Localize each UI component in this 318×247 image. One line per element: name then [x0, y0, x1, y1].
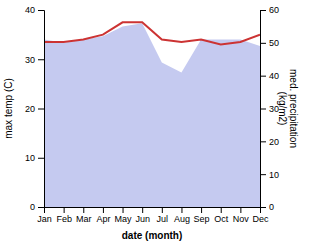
- tick: 40: [25, 5, 44, 15]
- x-axis-title: date (month): [122, 230, 183, 241]
- tick-label: Nov: [233, 214, 250, 224]
- tick: Nov: [233, 207, 250, 224]
- tick-mark: [83, 207, 84, 213]
- tick: 50: [260, 38, 279, 48]
- tick: Sep: [194, 207, 210, 224]
- tick: 10: [260, 170, 279, 180]
- tick: Apr: [96, 207, 110, 224]
- tick-mark: [260, 141, 266, 142]
- tick-label: Apr: [96, 214, 110, 224]
- line: [44, 22, 260, 44]
- tick: Feb: [56, 207, 72, 224]
- tick-label: 40: [25, 5, 35, 15]
- tick-label: Sep: [194, 214, 210, 224]
- tick-mark: [181, 207, 182, 213]
- tick-mark: [142, 207, 143, 213]
- tick: Jan: [37, 207, 52, 224]
- tick-mark: [38, 109, 44, 110]
- tick: Dec: [252, 207, 269, 224]
- axis-line: [261, 11, 267, 208]
- tick-label: Jan: [37, 214, 52, 224]
- tick-mark: [162, 207, 163, 213]
- chart: JanFebMarAprMayJunJulAugSepOctNovDec0102…: [0, 0, 318, 247]
- tick: 40: [260, 71, 279, 81]
- axis-line: [45, 208, 261, 214]
- tick-mark: [38, 158, 44, 159]
- tick-mark: [38, 207, 44, 208]
- tick: 0: [260, 202, 274, 212]
- tick: Oct: [214, 207, 229, 224]
- tick-label: Dec: [252, 214, 269, 224]
- y-axis-title: max temp (C): [3, 78, 14, 139]
- tick: Aug: [174, 207, 190, 224]
- tick-label: Jun: [135, 214, 150, 224]
- y2-axis: 0 10 20 30 40 50 60: [260, 5, 279, 212]
- tick-mark: [201, 207, 202, 213]
- tick-label: 0: [30, 202, 35, 212]
- y-axis: 0 10 20 30 40: [25, 5, 45, 212]
- tick: Mar: [76, 207, 92, 224]
- tick-mark: [221, 207, 222, 213]
- y2-axis-title-line: med. precipitation: [288, 69, 299, 148]
- tick: 10: [25, 153, 44, 163]
- area: [44, 23, 260, 207]
- tick-mark: [260, 109, 266, 110]
- tick-label: 50: [269, 38, 279, 48]
- tick-label: 40: [269, 71, 279, 81]
- axis-line: [38, 11, 45, 208]
- tick-mark: [240, 207, 241, 213]
- tick-label: Mar: [76, 214, 92, 224]
- tick-label: Aug: [174, 214, 190, 224]
- tick-label: 0: [269, 202, 274, 212]
- tick-mark: [123, 207, 124, 213]
- y2-axis-title: med. precipitation(kg/m2): [277, 69, 300, 148]
- tick: 20: [260, 137, 279, 147]
- x-axis: Jan Feb Mar Apr MayJun Jul Aug Sep Oct NovDec: [37, 207, 269, 224]
- tick-mark: [260, 10, 266, 11]
- tick-mark: [260, 207, 266, 208]
- tick: Jun: [135, 207, 150, 224]
- tick-label: Oct: [214, 214, 229, 224]
- tick: 30: [25, 55, 44, 65]
- tick-mark: [260, 174, 266, 175]
- y2-axis-title-line: (kg/m2): [277, 92, 288, 126]
- tick-mark: [260, 43, 266, 44]
- tick-mark: [38, 59, 44, 60]
- marks: [44, 22, 260, 207]
- tick: 30: [260, 104, 279, 114]
- tick: 20: [25, 104, 44, 114]
- tick: Jul: [157, 207, 169, 224]
- tick-label: May: [115, 214, 133, 224]
- tick-mark: [38, 10, 44, 11]
- tick-label: Jul: [157, 214, 169, 224]
- tick-label: 10: [25, 153, 35, 163]
- tick-label: Feb: [56, 214, 72, 224]
- tick-mark: [64, 207, 65, 213]
- tick-label: 30: [25, 55, 35, 65]
- tick-label: 10: [269, 170, 279, 180]
- tick: 60: [260, 5, 279, 15]
- tick-mark: [103, 207, 104, 213]
- tick-label: 60: [269, 5, 279, 15]
- tick: May: [115, 207, 133, 224]
- tick-label: 20: [269, 137, 279, 147]
- tick-label: 20: [25, 104, 35, 114]
- tick: 0: [30, 202, 44, 212]
- tick-mark: [260, 76, 266, 77]
